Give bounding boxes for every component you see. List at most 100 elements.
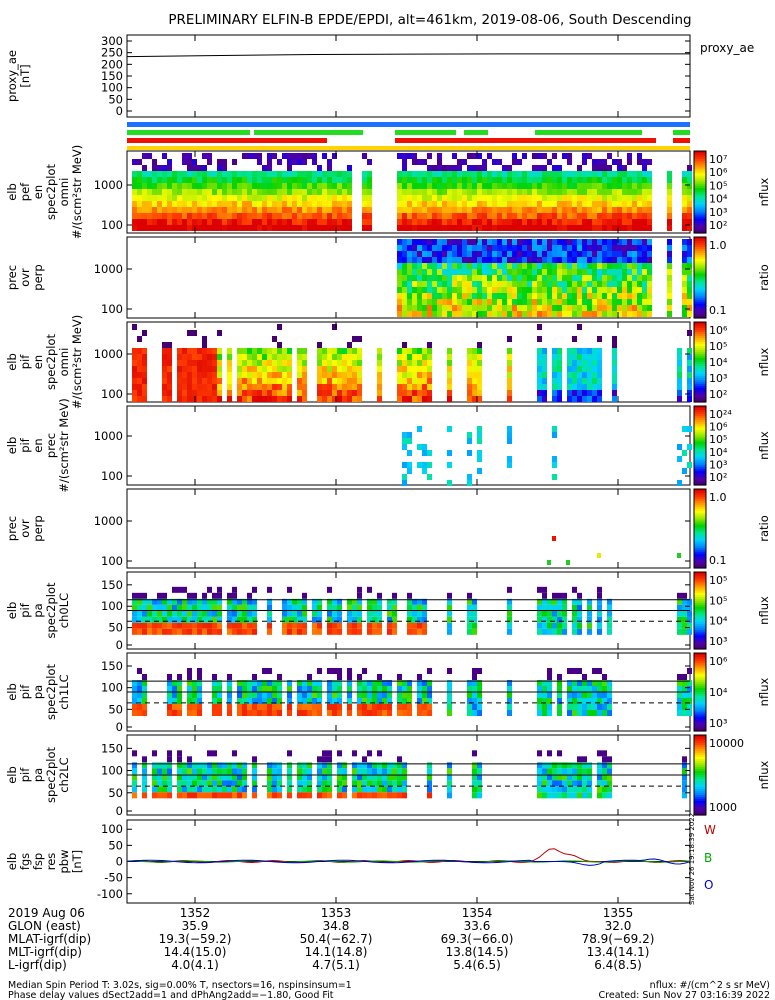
heatmap-cell	[537, 680, 542, 686]
heatmap-cell	[502, 207, 507, 213]
heatmap-cell	[457, 299, 462, 305]
heatmap-cell	[347, 183, 352, 189]
heatmap-cell	[577, 213, 582, 219]
heatmap-cell	[497, 201, 502, 207]
heatmap-cell	[217, 586, 222, 593]
heatmap-cell	[317, 372, 322, 378]
heatmap-cell	[227, 792, 232, 799]
heatmap-cell	[422, 468, 427, 474]
footer-left-line2: Phase delay values dSect2add=1 and dPhAn…	[8, 990, 334, 1000]
heatmap-cell	[332, 698, 337, 704]
heatmap-cell	[142, 674, 147, 680]
heatmap-cell	[277, 686, 282, 692]
heatmap-cell	[177, 792, 182, 799]
colorbar-segment	[694, 703, 706, 707]
heatmap-cell	[172, 219, 177, 225]
heatmap-cell	[147, 604, 152, 611]
heatmap-cell	[292, 171, 297, 177]
colorbar-segment	[694, 364, 706, 367]
heatmap-cell	[192, 698, 197, 704]
heatmap-cell	[477, 281, 482, 287]
heatmap-cell	[367, 616, 372, 623]
colorbar-segment	[694, 797, 706, 800]
heatmap-cell	[457, 225, 462, 231]
heatmap-cell	[327, 686, 332, 692]
heatmap-cell	[152, 207, 157, 213]
heatmap-cell	[597, 305, 602, 311]
heatmap-cell	[197, 686, 202, 692]
heatmap-cell	[517, 251, 522, 257]
heatmap-cell	[642, 251, 647, 257]
heatmap-cell	[142, 704, 147, 710]
heatmap-cell	[482, 195, 487, 201]
heatmap-cell	[567, 704, 572, 710]
colorbar-segment	[694, 293, 706, 297]
heatmap-cell	[687, 698, 692, 704]
heatmap-cell	[247, 604, 252, 611]
heatmap-cell	[182, 384, 187, 390]
heatmap-cell	[402, 786, 407, 793]
heatmap-cell	[467, 474, 472, 480]
heatmap-cell	[447, 450, 452, 456]
heatmap-cell	[537, 207, 542, 213]
colorbar-segment	[694, 204, 706, 207]
heatmap-cell	[457, 183, 462, 189]
heatmap-cell	[412, 245, 417, 251]
heatmap-cell	[602, 195, 607, 201]
heatmap-cell	[277, 780, 282, 787]
heatmap-cell	[402, 275, 407, 281]
heatmap-cell	[557, 171, 562, 177]
heatmap-cell	[667, 213, 672, 219]
colorbar-segment	[694, 301, 706, 305]
time-axis-row-label: GLON (east)	[8, 919, 81, 933]
colorbar-segment	[694, 637, 706, 640]
heatmap-cell	[257, 686, 262, 692]
heatmap-cell	[612, 213, 617, 219]
heatmap-cell	[272, 768, 277, 775]
heatmap-cell	[437, 269, 442, 275]
heatmap-cell	[262, 396, 267, 402]
heatmap-cell	[542, 774, 547, 781]
heatmap-cell	[447, 686, 452, 692]
heatmap-cell	[597, 360, 602, 366]
heatmap-cell	[452, 195, 457, 201]
heatmap-cell	[182, 396, 187, 402]
heatmap-cell	[452, 245, 457, 251]
heatmap-cell	[422, 366, 427, 372]
heatmap-cell	[322, 786, 327, 793]
heatmap-cell	[232, 171, 237, 177]
ylabel-line: pbw	[57, 849, 71, 873]
heatmap-cell	[217, 378, 222, 384]
ylabel-line: perp	[31, 515, 45, 541]
heatmap-cell	[302, 378, 307, 384]
heatmap-cell	[322, 171, 327, 177]
heatmap-cell	[242, 195, 247, 201]
heatmap-cell	[677, 616, 682, 623]
heatmap-cell	[597, 616, 602, 623]
heatmap-cell	[517, 299, 522, 305]
heatmap-cell	[437, 165, 442, 171]
heatmap-cell	[397, 257, 402, 263]
heatmap-cell	[407, 257, 412, 263]
heatmap-cell	[617, 219, 622, 225]
heatmap-cell	[187, 189, 192, 195]
heatmap-cell	[292, 598, 297, 605]
heatmap-cell	[462, 293, 467, 299]
heatmap-cell	[132, 390, 137, 396]
heatmap-cell	[397, 219, 402, 225]
heatmap-cell	[277, 704, 282, 710]
heatmap-cell	[452, 177, 457, 183]
heatmap-cell	[582, 774, 587, 781]
heatmap-cell	[342, 384, 347, 390]
heatmap-cell	[547, 774, 552, 781]
heatmap-cell	[597, 299, 602, 305]
heatmap-cell	[277, 348, 282, 354]
heatmap-cell	[472, 780, 477, 787]
colorbar-segment	[694, 285, 706, 289]
heatmap-cell	[472, 710, 477, 716]
time-axis-value: 14.4(15.0)	[164, 945, 227, 959]
heatmap-cell	[217, 598, 222, 605]
heatmap-cell	[532, 281, 537, 287]
heatmap-cell	[217, 710, 222, 716]
